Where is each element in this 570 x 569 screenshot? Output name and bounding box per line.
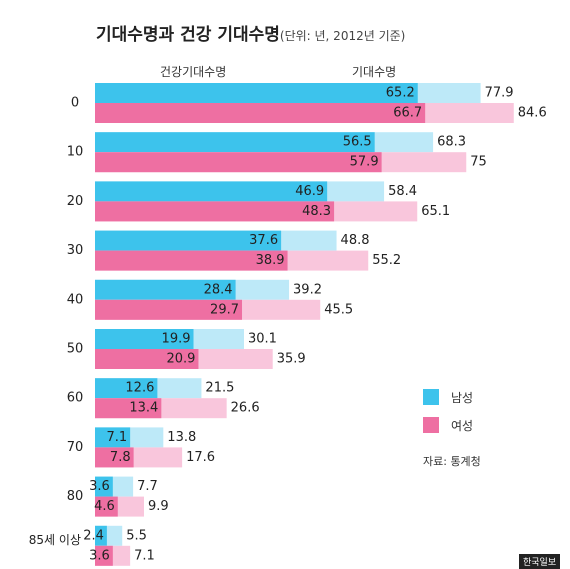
- legend-item-male: 남성: [423, 388, 473, 406]
- bar-healthy-female: [95, 103, 426, 123]
- label-total-female: 9.9: [148, 499, 169, 514]
- bar-healthy-male: [95, 525, 107, 546]
- category-label: 50: [67, 342, 84, 357]
- label-healthy-male: 56.5: [343, 135, 372, 150]
- label-healthy-male: 28.4: [204, 282, 233, 297]
- chart-title: 기대수명과 건강 기대수명(단위: 년, 2012년 기준): [96, 20, 405, 45]
- label-total-female: 7.1: [134, 548, 155, 563]
- label-healthy-male: 46.9: [295, 184, 324, 199]
- legend: 남성 여성: [423, 388, 473, 444]
- publisher-logo: 한국일보: [519, 554, 561, 569]
- label-healthy-female: 38.9: [256, 253, 285, 268]
- label-total-female: 65.1: [421, 204, 450, 219]
- bar-healthy-female: [95, 545, 113, 566]
- bar-healthy-male: [95, 132, 375, 153]
- legend-swatch-female: [423, 417, 439, 433]
- label-healthy-male: 37.6: [249, 233, 278, 248]
- bar-healthy-female: [95, 250, 288, 271]
- label-total-male: 48.8: [341, 233, 370, 248]
- bar-healthy-male: [95, 181, 328, 202]
- bar-healthy-female: [95, 496, 118, 517]
- label-total-male: 13.8: [167, 430, 196, 445]
- bar-healthy-male: [95, 279, 236, 300]
- label-total-male: 58.4: [388, 184, 417, 199]
- label-total-male: 68.3: [437, 135, 466, 150]
- bar-healthy-female: [95, 398, 162, 419]
- label-healthy-male: 3.6: [89, 479, 110, 494]
- category-label: 0: [71, 96, 79, 111]
- label-total-female: 35.9: [277, 352, 306, 367]
- bar-healthy-male: [95, 476, 113, 497]
- bar-healthy-male: [95, 427, 131, 448]
- bar-healthy-female: [95, 152, 382, 173]
- label-total-male: 5.5: [126, 528, 147, 543]
- bar-healthy-female: [95, 299, 243, 320]
- unit-note: (단위: 년, 2012년 기준): [279, 29, 406, 43]
- title-text: 기대수명과 건강 기대수명: [96, 25, 280, 45]
- legend-item-female: 여성: [423, 416, 473, 434]
- label-total-female: 45.5: [324, 302, 353, 317]
- label-healthy-female: 3.6: [89, 548, 110, 563]
- label-total-male: 21.5: [205, 381, 234, 396]
- category-label: 40: [67, 292, 84, 307]
- label-healthy-male: 7.1: [106, 430, 127, 445]
- label-total-male: 7.7: [137, 479, 158, 494]
- label-healthy-male: 65.2: [386, 86, 415, 101]
- label-total-female: 26.6: [231, 401, 260, 416]
- bar-healthy-male: [95, 83, 418, 103]
- label-healthy-female: 66.7: [393, 106, 422, 121]
- total-column-header: 기대수명: [352, 65, 397, 79]
- label-total-female: 17.6: [186, 450, 215, 465]
- label-healthy-female: 4.6: [94, 499, 115, 514]
- label-total-male: 39.2: [293, 282, 322, 297]
- source-note: 자료: 통계청: [423, 455, 481, 468]
- label-healthy-female: 29.7: [210, 302, 239, 317]
- label-healthy-male: 19.9: [162, 332, 191, 347]
- category-label: 10: [67, 145, 84, 160]
- label-total-male: 30.1: [248, 332, 277, 347]
- label-healthy-male: 12.6: [125, 381, 154, 396]
- label-healthy-female: 7.8: [110, 450, 131, 465]
- bar-healthy-female: [95, 447, 134, 468]
- bar-healthy-male: [95, 329, 194, 349]
- bar-healthy-male: [95, 378, 158, 399]
- label-total-female: 55.2: [372, 253, 401, 268]
- label-total-male: 77.9: [485, 86, 514, 101]
- legend-label-female: 여성: [451, 418, 474, 433]
- category-label: 80: [67, 489, 84, 504]
- label-healthy-female: 20.9: [167, 352, 196, 367]
- legend-swatch-male: [423, 389, 439, 405]
- healthy-column-header: 건강기대수명: [160, 65, 227, 79]
- category-label: 20: [67, 194, 84, 209]
- legend-label-male: 남성: [451, 390, 474, 405]
- category-label: 60: [67, 391, 84, 406]
- category-label: 85세 이상: [29, 533, 81, 547]
- category-label: 30: [67, 243, 84, 258]
- label-healthy-male: 2.4: [83, 528, 104, 543]
- label-healthy-female: 48.3: [302, 204, 331, 219]
- label-healthy-female: 57.9: [350, 155, 379, 170]
- bar-healthy-female: [95, 201, 335, 222]
- label-total-female: 75: [470, 155, 487, 170]
- bar-healthy-male: [95, 230, 282, 251]
- label-total-female: 84.6: [518, 106, 547, 121]
- bar-healthy-female: [95, 349, 199, 369]
- category-label: 70: [67, 440, 84, 455]
- label-healthy-female: 13.4: [129, 401, 158, 416]
